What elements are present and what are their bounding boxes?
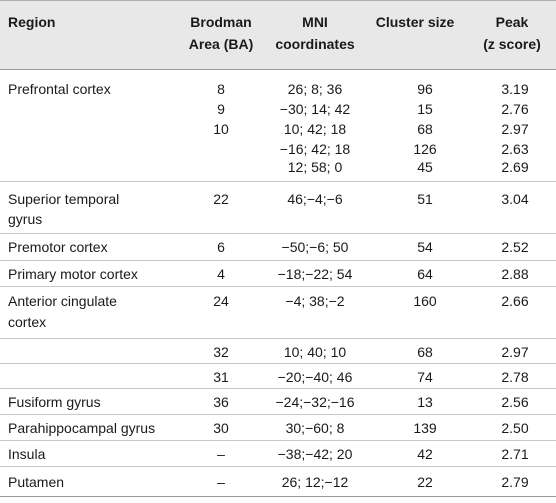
cluster-cell: 139: [413, 420, 437, 436]
region-cell: Primary motor cortex: [8, 266, 138, 282]
mni-cell: −38;−42; 20: [277, 446, 353, 462]
table-row: Fusiform gyrus 36 −24;−32;−16 13 2.56: [0, 389, 556, 415]
ba-cell: 22: [213, 191, 229, 207]
region-cell-line2: gyrus: [8, 211, 43, 227]
mni-cell: 10; 42; 18: [283, 121, 347, 137]
region-cell: Premotor cortex: [8, 239, 108, 255]
ba-cell: 6: [217, 239, 225, 255]
peak-cell: 2.50: [501, 420, 529, 436]
cluster-cell: 74: [417, 369, 433, 385]
ba-cell: 10: [213, 121, 229, 137]
mni-cell: 30;−60; 8: [285, 420, 345, 436]
cluster-cell: 54: [417, 239, 433, 255]
region-cell: Putamen: [8, 474, 65, 490]
header-ba-line2: Area (BA): [188, 36, 254, 52]
mni-cell: −20;−40; 46: [277, 369, 353, 385]
mni-cell: 26; 8; 36: [287, 81, 343, 97]
header-peak-line2: (z score): [483, 36, 541, 52]
cluster-cell: 15: [417, 101, 433, 117]
ba-cell: –: [217, 446, 225, 462]
ba-cell: 36: [213, 394, 229, 410]
ba-cell: 4: [217, 266, 225, 282]
ba-cell: 8: [217, 81, 225, 97]
mni-cell: −18;−22; 54: [277, 266, 353, 282]
cluster-cell: 13: [417, 394, 433, 410]
region-cell: Fusiform gyrus: [8, 394, 101, 410]
region-cell: Superior temporal: [8, 191, 120, 207]
region-cell: Parahippocampal gyrus: [8, 420, 156, 436]
peak-cell: 2.97: [501, 344, 529, 360]
peak-cell: 2.63: [501, 141, 529, 157]
table-row: Parahippocampal gyrus 30 30;−60; 8 139 2…: [0, 415, 556, 441]
cluster-cell: 51: [417, 191, 433, 207]
header-region: Region: [8, 14, 56, 30]
table-row-group: Prefrontal cortex 8 26; 8; 36 96 3.19 9 …: [0, 70, 556, 182]
peak-cell: 2.71: [501, 446, 529, 462]
header-mni-line1: MNI: [302, 14, 328, 30]
table-row: Anterior cingulate cortex 24 −4; 38;−2 1…: [0, 287, 556, 339]
ba-cell: 9: [217, 101, 225, 117]
mni-cell: 12; 58; 0: [287, 159, 343, 175]
peak-cell: 2.69: [501, 159, 529, 175]
header-peak-line1: Peak: [495, 14, 529, 30]
cluster-cell: 22: [417, 474, 433, 490]
header-cluster-size: Cluster size: [375, 14, 455, 30]
peak-cell: 2.97: [501, 121, 529, 137]
peak-cell: 3.19: [501, 81, 529, 97]
peak-cell: 2.66: [501, 293, 529, 309]
table-row: Putamen – 26; 12;−12 22 2.79: [0, 467, 556, 497]
ba-cell: 31: [213, 369, 229, 385]
cluster-cell: 42: [417, 446, 433, 462]
ba-cell: 30: [213, 420, 229, 436]
region-cell: Prefrontal cortex: [8, 81, 111, 97]
peak-cell: 2.76: [501, 101, 529, 117]
mni-cell: 26; 12;−12: [281, 474, 349, 490]
region-cell: Insula: [8, 446, 46, 462]
table-row: Primary motor cortex 4 −18;−22; 54 64 2.…: [0, 261, 556, 287]
mni-cell: 10; 40; 10: [283, 344, 347, 360]
mni-cell: 46;−4;−6: [287, 191, 343, 207]
table-row: 32 10; 40; 10 68 2.97: [0, 339, 556, 364]
cluster-cell: 126: [413, 141, 437, 157]
header-mni-line2: coordinates: [275, 36, 355, 52]
peak-cell: 2.78: [501, 369, 529, 385]
table-row: Superior temporal gyrus 22 46;−4;−6 51 3…: [0, 182, 556, 234]
ba-cell: 32: [213, 344, 229, 360]
peak-cell: 3.04: [501, 191, 529, 207]
table-row: Premotor cortex 6 −50;−6; 50 54 2.52: [0, 234, 556, 261]
mni-cell: −50;−6; 50: [281, 239, 349, 255]
mni-cell: −24;−32;−16: [275, 394, 355, 410]
table-row: 31 −20;−40; 46 74 2.78: [0, 364, 556, 389]
cluster-cell: 96: [417, 81, 433, 97]
ba-cell: 24: [213, 293, 229, 309]
cluster-cell: 160: [413, 293, 437, 309]
cluster-cell: 45: [417, 159, 433, 175]
region-cell: Anterior cingulate: [8, 293, 117, 309]
mni-cell: −4; 38;−2: [285, 293, 345, 309]
peak-cell: 2.52: [501, 239, 529, 255]
ba-cell: –: [217, 474, 225, 490]
peak-cell: 2.79: [501, 474, 529, 490]
mni-cell: −16; 42; 18: [279, 141, 351, 157]
mni-cell: −30; 14; 42: [279, 101, 351, 117]
region-cell-line2: cortex: [8, 314, 47, 330]
header-ba-line1: Brodman: [190, 14, 252, 30]
peak-cell: 2.88: [501, 266, 529, 282]
peak-cell: 2.56: [501, 394, 529, 410]
table-row: Insula – −38;−42; 20 42 2.71: [0, 441, 556, 467]
cluster-cell: 64: [417, 266, 433, 282]
cluster-cell: 68: [417, 344, 433, 360]
table-header: Region Brodman Area (BA) MNI coordinates…: [0, 0, 556, 70]
cluster-cell: 68: [417, 121, 433, 137]
